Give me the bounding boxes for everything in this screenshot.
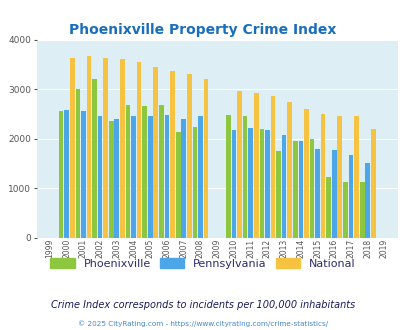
Bar <box>248 128 252 238</box>
Bar <box>370 129 375 238</box>
Bar <box>114 119 119 238</box>
Bar <box>109 121 113 238</box>
Bar <box>326 177 330 238</box>
Bar <box>203 79 208 238</box>
Bar <box>264 130 269 238</box>
Bar <box>147 116 152 238</box>
Bar <box>159 106 164 238</box>
Bar <box>242 116 247 238</box>
Bar <box>181 119 185 238</box>
Bar <box>142 106 147 238</box>
Bar <box>98 116 102 238</box>
Bar <box>253 92 258 238</box>
Legend: Phoenixville, Pennsylvania, National: Phoenixville, Pennsylvania, National <box>46 254 359 273</box>
Bar <box>320 114 325 238</box>
Bar <box>103 58 108 238</box>
Bar <box>292 141 297 238</box>
Bar <box>175 132 180 238</box>
Bar <box>364 163 369 238</box>
Bar <box>231 130 236 238</box>
Bar <box>237 91 241 238</box>
Bar <box>337 116 341 238</box>
Bar <box>198 116 202 238</box>
Bar <box>275 151 280 238</box>
Bar <box>348 155 352 238</box>
Bar <box>131 116 136 238</box>
Bar <box>86 56 91 238</box>
Bar <box>314 148 319 238</box>
Bar <box>92 79 97 238</box>
Bar <box>331 150 336 238</box>
Bar <box>59 112 63 238</box>
Bar <box>70 58 75 238</box>
Bar <box>136 62 141 238</box>
Bar <box>170 71 175 238</box>
Bar <box>359 182 364 238</box>
Bar <box>120 59 124 238</box>
Bar <box>75 89 80 238</box>
Bar <box>281 135 286 238</box>
Bar <box>153 67 158 238</box>
Bar <box>270 96 275 238</box>
Bar <box>303 109 308 238</box>
Bar <box>309 139 313 238</box>
Bar <box>259 129 264 238</box>
Bar <box>226 115 230 238</box>
Text: Phoenixville Property Crime Index: Phoenixville Property Crime Index <box>69 23 336 37</box>
Bar <box>353 116 358 238</box>
Text: © 2025 CityRating.com - https://www.cityrating.com/crime-statistics/: © 2025 CityRating.com - https://www.city… <box>78 321 327 327</box>
Bar <box>81 112 85 238</box>
Bar <box>64 110 69 238</box>
Bar <box>298 141 303 238</box>
Bar <box>126 106 130 238</box>
Bar <box>287 102 291 238</box>
Text: Crime Index corresponds to incidents per 100,000 inhabitants: Crime Index corresponds to incidents per… <box>51 300 354 310</box>
Bar <box>342 182 347 238</box>
Bar <box>192 127 197 238</box>
Bar <box>164 115 169 238</box>
Bar <box>186 74 191 238</box>
